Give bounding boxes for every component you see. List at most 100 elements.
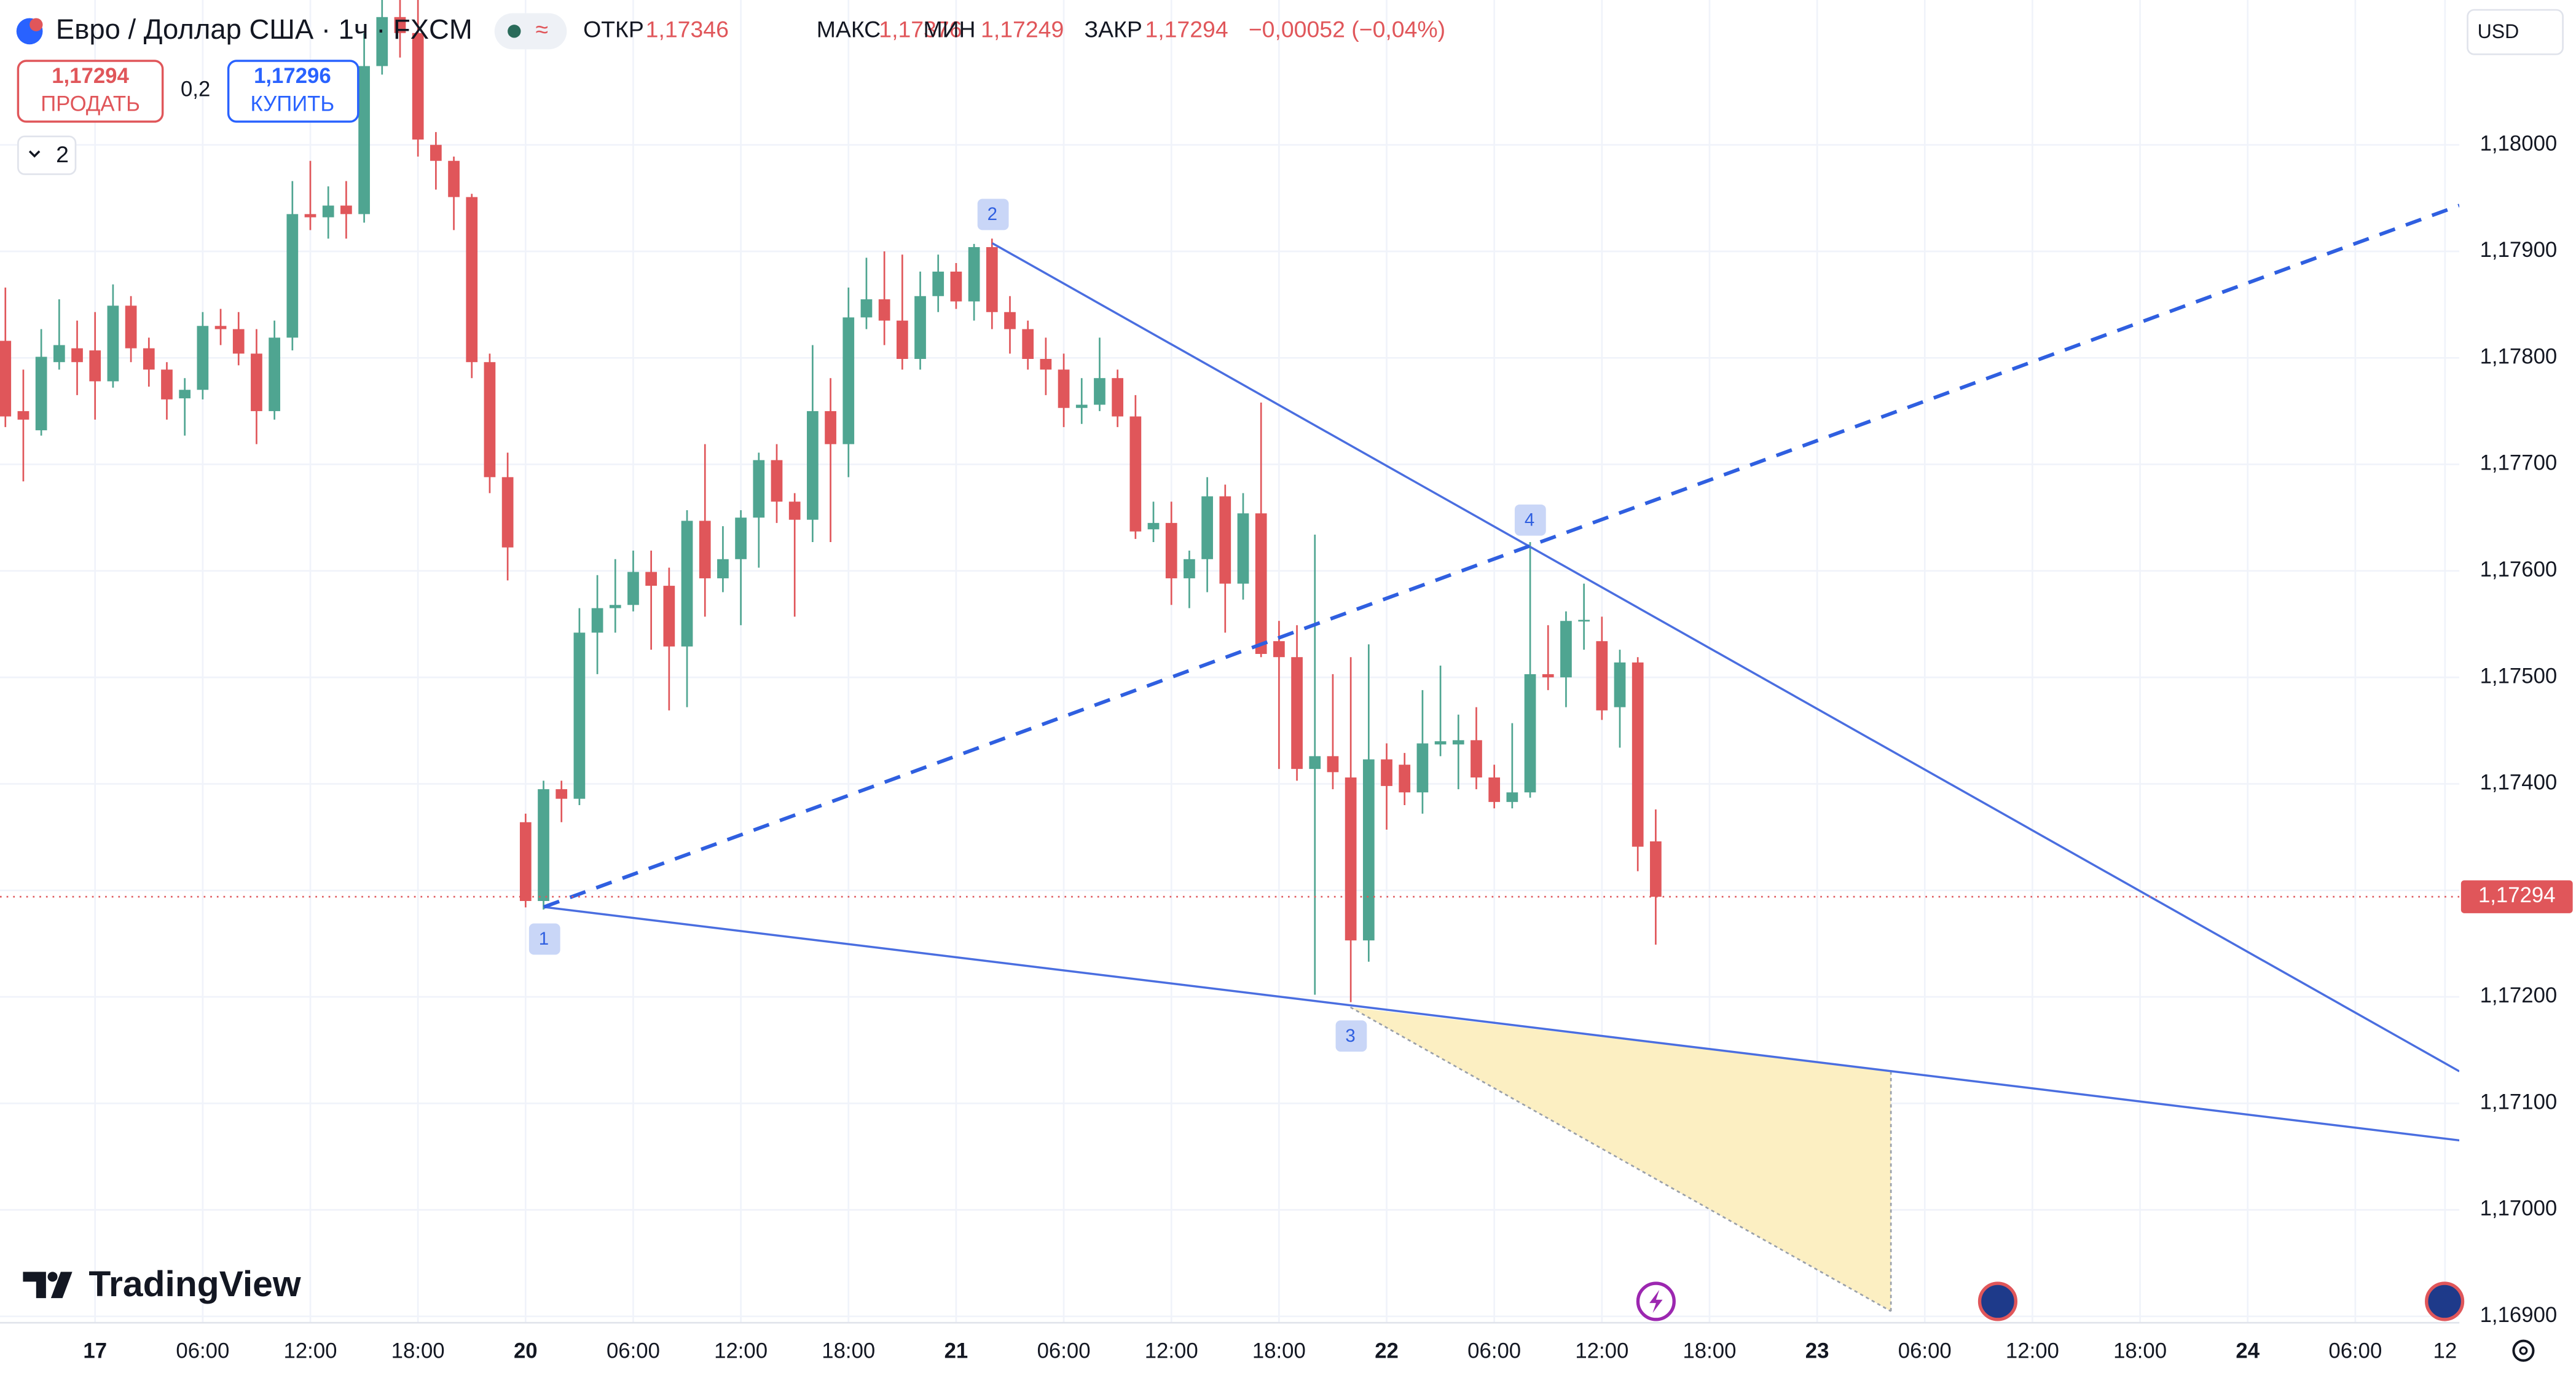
x-tick-label: 12:00 — [1145, 1339, 1198, 1363]
x-tick-label: 18:00 — [2113, 1339, 2167, 1363]
candle-body — [807, 411, 819, 520]
candle-body — [1022, 329, 1034, 360]
settings-button[interactable] — [2512, 1339, 2535, 1362]
header: Евро / Доллар США · 1ч · FXCM ≈ ОТКР 1,1… — [16, 9, 2564, 175]
currency: USD — [2478, 20, 2519, 42]
candle-body — [214, 326, 227, 329]
candle-body — [1506, 792, 1518, 802]
x-tick-label: 18:00 — [1683, 1339, 1736, 1363]
ohlc-label: ЗАКР — [1084, 17, 1142, 42]
x-tick-label: 06:00 — [2328, 1339, 2382, 1363]
candle-body — [412, 33, 424, 140]
event-icon-glyph — [1649, 1289, 1663, 1313]
status-icon: ≈ — [536, 17, 549, 42]
candle-body — [1596, 641, 1608, 710]
candle-body — [197, 326, 209, 390]
indicators-count: 2 — [56, 141, 69, 167]
drawings: 1 2 3 4 — [528, 199, 2460, 1142]
candle-body — [1416, 743, 1429, 793]
x-tick-label: 24 — [2236, 1339, 2260, 1363]
candle-body — [950, 271, 962, 302]
candle-body — [501, 477, 514, 548]
candle-body — [1165, 522, 1177, 578]
x-tick-label: 12:00 — [1575, 1339, 1628, 1363]
candle-body — [1273, 641, 1285, 658]
candle-body — [1004, 312, 1016, 329]
candle-body — [1129, 416, 1142, 532]
x-tick-label: 06:00 — [607, 1339, 660, 1363]
candle-body — [35, 356, 47, 431]
buy-label: КУПИТЬ — [251, 92, 335, 116]
candle-body — [304, 214, 316, 218]
x-tick-label: 23 — [1805, 1339, 1829, 1363]
logo-mark — [23, 1272, 73, 1299]
candle-body — [1040, 359, 1052, 370]
candle-body — [322, 205, 334, 218]
candle-body — [17, 411, 29, 420]
candle-body — [1452, 740, 1464, 745]
candle-body — [466, 197, 478, 363]
event-icon[interactable] — [1977, 1281, 2018, 1321]
candle-body — [376, 17, 388, 66]
y-tick-label: 1,16900 — [2480, 1304, 2558, 1327]
spread: 0,2 — [181, 77, 210, 101]
x-tick-label: 06:00 — [176, 1339, 229, 1363]
candle-body — [1184, 559, 1195, 578]
x-tick-label: 06:00 — [1467, 1339, 1521, 1363]
candle-body — [358, 66, 370, 214]
status-pill[interactable] — [494, 13, 567, 50]
sell-button[interactable]: 1,17294 ПРОДАТЬ — [17, 60, 164, 123]
candle-body — [538, 789, 549, 902]
y-tick-label: 1,17000 — [2480, 1197, 2558, 1221]
candle-body — [1255, 513, 1267, 654]
candle-body — [1237, 513, 1249, 584]
currency-button[interactable]: USD — [2467, 9, 2564, 55]
x-tick-label: 22 — [1375, 1339, 1399, 1363]
candle-body — [1578, 620, 1590, 622]
candle-body — [986, 247, 998, 312]
candle-body — [788, 502, 801, 520]
y-tick-label: 1,18000 — [2480, 132, 2558, 155]
point-label: 2 — [988, 204, 997, 224]
dashed-trend-line — [543, 203, 2460, 909]
x-tick-label: 12:00 — [284, 1339, 337, 1363]
candle-body — [681, 521, 693, 647]
y-tick-label: 1,17100 — [2480, 1090, 2558, 1114]
last-price-tag — [2460, 880, 2573, 913]
drawings — [1349, 1006, 1892, 1312]
logo-text: TradingView — [88, 1264, 301, 1304]
x-tick-label: 06:00 — [1898, 1339, 1952, 1363]
grid — [0, 0, 2460, 1323]
candle-body — [1524, 674, 1536, 793]
candle-body — [161, 369, 173, 399]
candle-body — [430, 144, 442, 161]
candle-body — [179, 390, 191, 399]
candle-body — [825, 411, 836, 444]
buy-button[interactable]: 1,17296 КУПИТЬ — [227, 60, 359, 123]
candle-body — [663, 586, 675, 647]
y-tick-label: 1,17800 — [2480, 345, 2558, 368]
candle-body — [1471, 740, 1482, 778]
axes: 1,169001,170001,171001,172001,173001,174… — [83, 132, 2573, 1363]
point-marker: 2 — [977, 199, 1009, 230]
candle-body — [1381, 759, 1392, 786]
ohlc-value: 1,17346 — [646, 17, 729, 42]
candle-body — [842, 317, 855, 444]
candle-body — [232, 329, 245, 354]
point-marker: 3 — [1335, 1020, 1367, 1052]
x-tick-label: 06:00 — [1037, 1339, 1091, 1363]
candle-body — [878, 299, 890, 321]
indicators-toggle[interactable]: 2 — [17, 135, 77, 175]
symbol-title[interactable]: Евро / Доллар США · 1ч · FXCM — [56, 14, 473, 45]
candle-body — [735, 517, 747, 559]
candle-body — [1058, 369, 1070, 408]
trend-line — [543, 906, 2460, 1142]
sell-price: 1,17294 — [52, 65, 129, 88]
candle-body — [573, 632, 586, 799]
event-icon[interactable] — [2425, 1281, 2465, 1321]
candle-body — [1112, 378, 1124, 417]
candles — [0, 0, 1662, 1002]
y-tick-label: 1,17200 — [2480, 984, 2558, 1007]
